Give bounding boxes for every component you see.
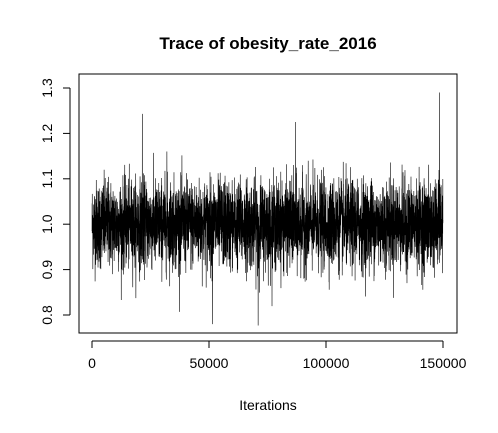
- chart-title: Trace of obesity_rate_2016: [159, 34, 376, 53]
- y-axis: 0.8 0.9 1.0 1.1 1.2 1.3: [39, 78, 71, 325]
- x-axis-label: Iterations: [239, 397, 297, 413]
- y-tick-label: 1.2: [39, 123, 55, 143]
- x-axis: 0 50000 100000 150000: [88, 340, 467, 371]
- x-tick-label: 50000: [190, 355, 229, 371]
- x-tick-label: 100000: [303, 355, 350, 371]
- y-tick-label: 0.9: [39, 260, 55, 280]
- y-tick-label: 0.8: [39, 305, 55, 325]
- plot-frame: [78, 73, 458, 334]
- x-tick-label: 150000: [420, 355, 467, 371]
- y-tick-label: 1.0: [39, 214, 55, 234]
- y-tick-label: 1.1: [39, 169, 55, 189]
- x-tick-label: 0: [88, 355, 96, 371]
- y-tick-label: 1.3: [39, 78, 55, 98]
- trace-series: [91, 92, 444, 326]
- trace-line: [91, 92, 444, 326]
